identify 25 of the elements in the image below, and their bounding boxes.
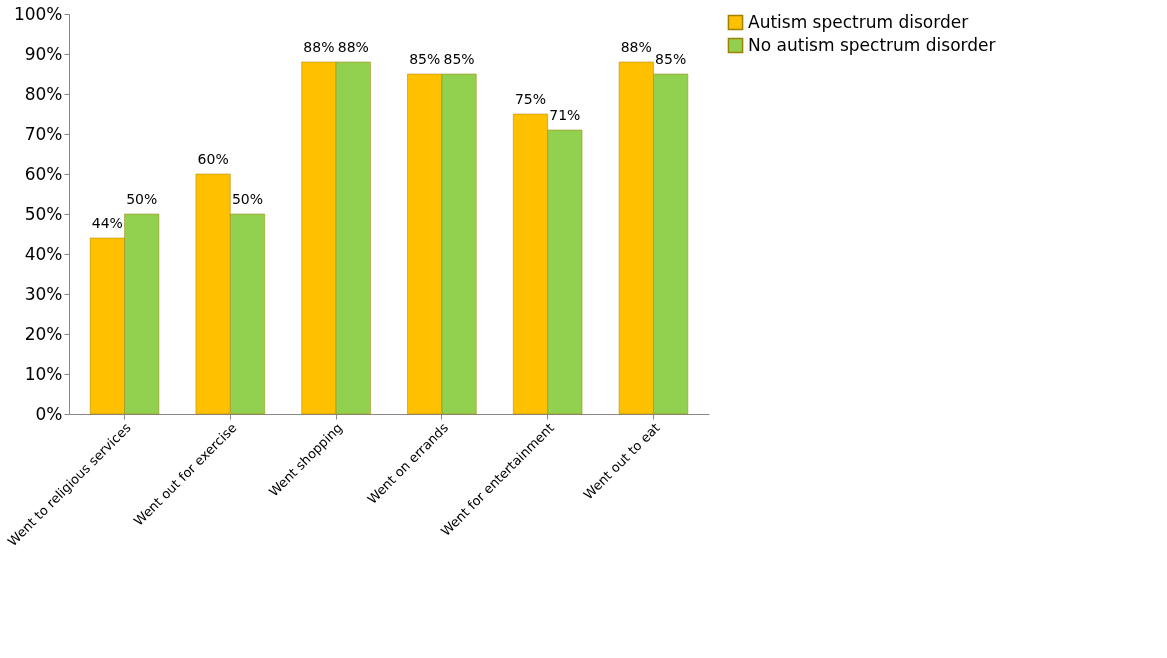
legend-label: Autism spectrum disorder bbox=[748, 11, 969, 32]
legend-label: No autism spectrum disorder bbox=[748, 34, 996, 55]
data-label: 50% bbox=[126, 191, 158, 207]
data-label: 75% bbox=[514, 91, 547, 107]
data-label: 50% bbox=[231, 191, 264, 207]
y-tick-label: 50% bbox=[24, 203, 63, 224]
y-tick-label: 100% bbox=[13, 3, 63, 24]
y-tick-label: 60% bbox=[24, 163, 63, 184]
y-tick-label: 20% bbox=[24, 323, 63, 344]
data-label: 71% bbox=[549, 107, 581, 123]
y-tick-label: 90% bbox=[24, 43, 63, 64]
data-label: 88% bbox=[620, 39, 652, 55]
y-tick-label: 30% bbox=[24, 283, 63, 304]
data-label: 60% bbox=[197, 151, 229, 167]
data-label: 88% bbox=[303, 39, 335, 55]
data-label: 85% bbox=[443, 51, 475, 67]
data-label: 85% bbox=[655, 51, 687, 67]
y-tick-label: 10% bbox=[24, 363, 63, 384]
y-tick-label: 40% bbox=[24, 243, 63, 264]
data-label: 44% bbox=[91, 215, 123, 231]
data-label: 85% bbox=[409, 51, 441, 67]
y-tick-label: 70% bbox=[24, 123, 63, 144]
y-tick-label: 80% bbox=[24, 83, 63, 104]
data-label: 88% bbox=[337, 39, 369, 55]
y-tick-label: 0% bbox=[35, 403, 63, 424]
